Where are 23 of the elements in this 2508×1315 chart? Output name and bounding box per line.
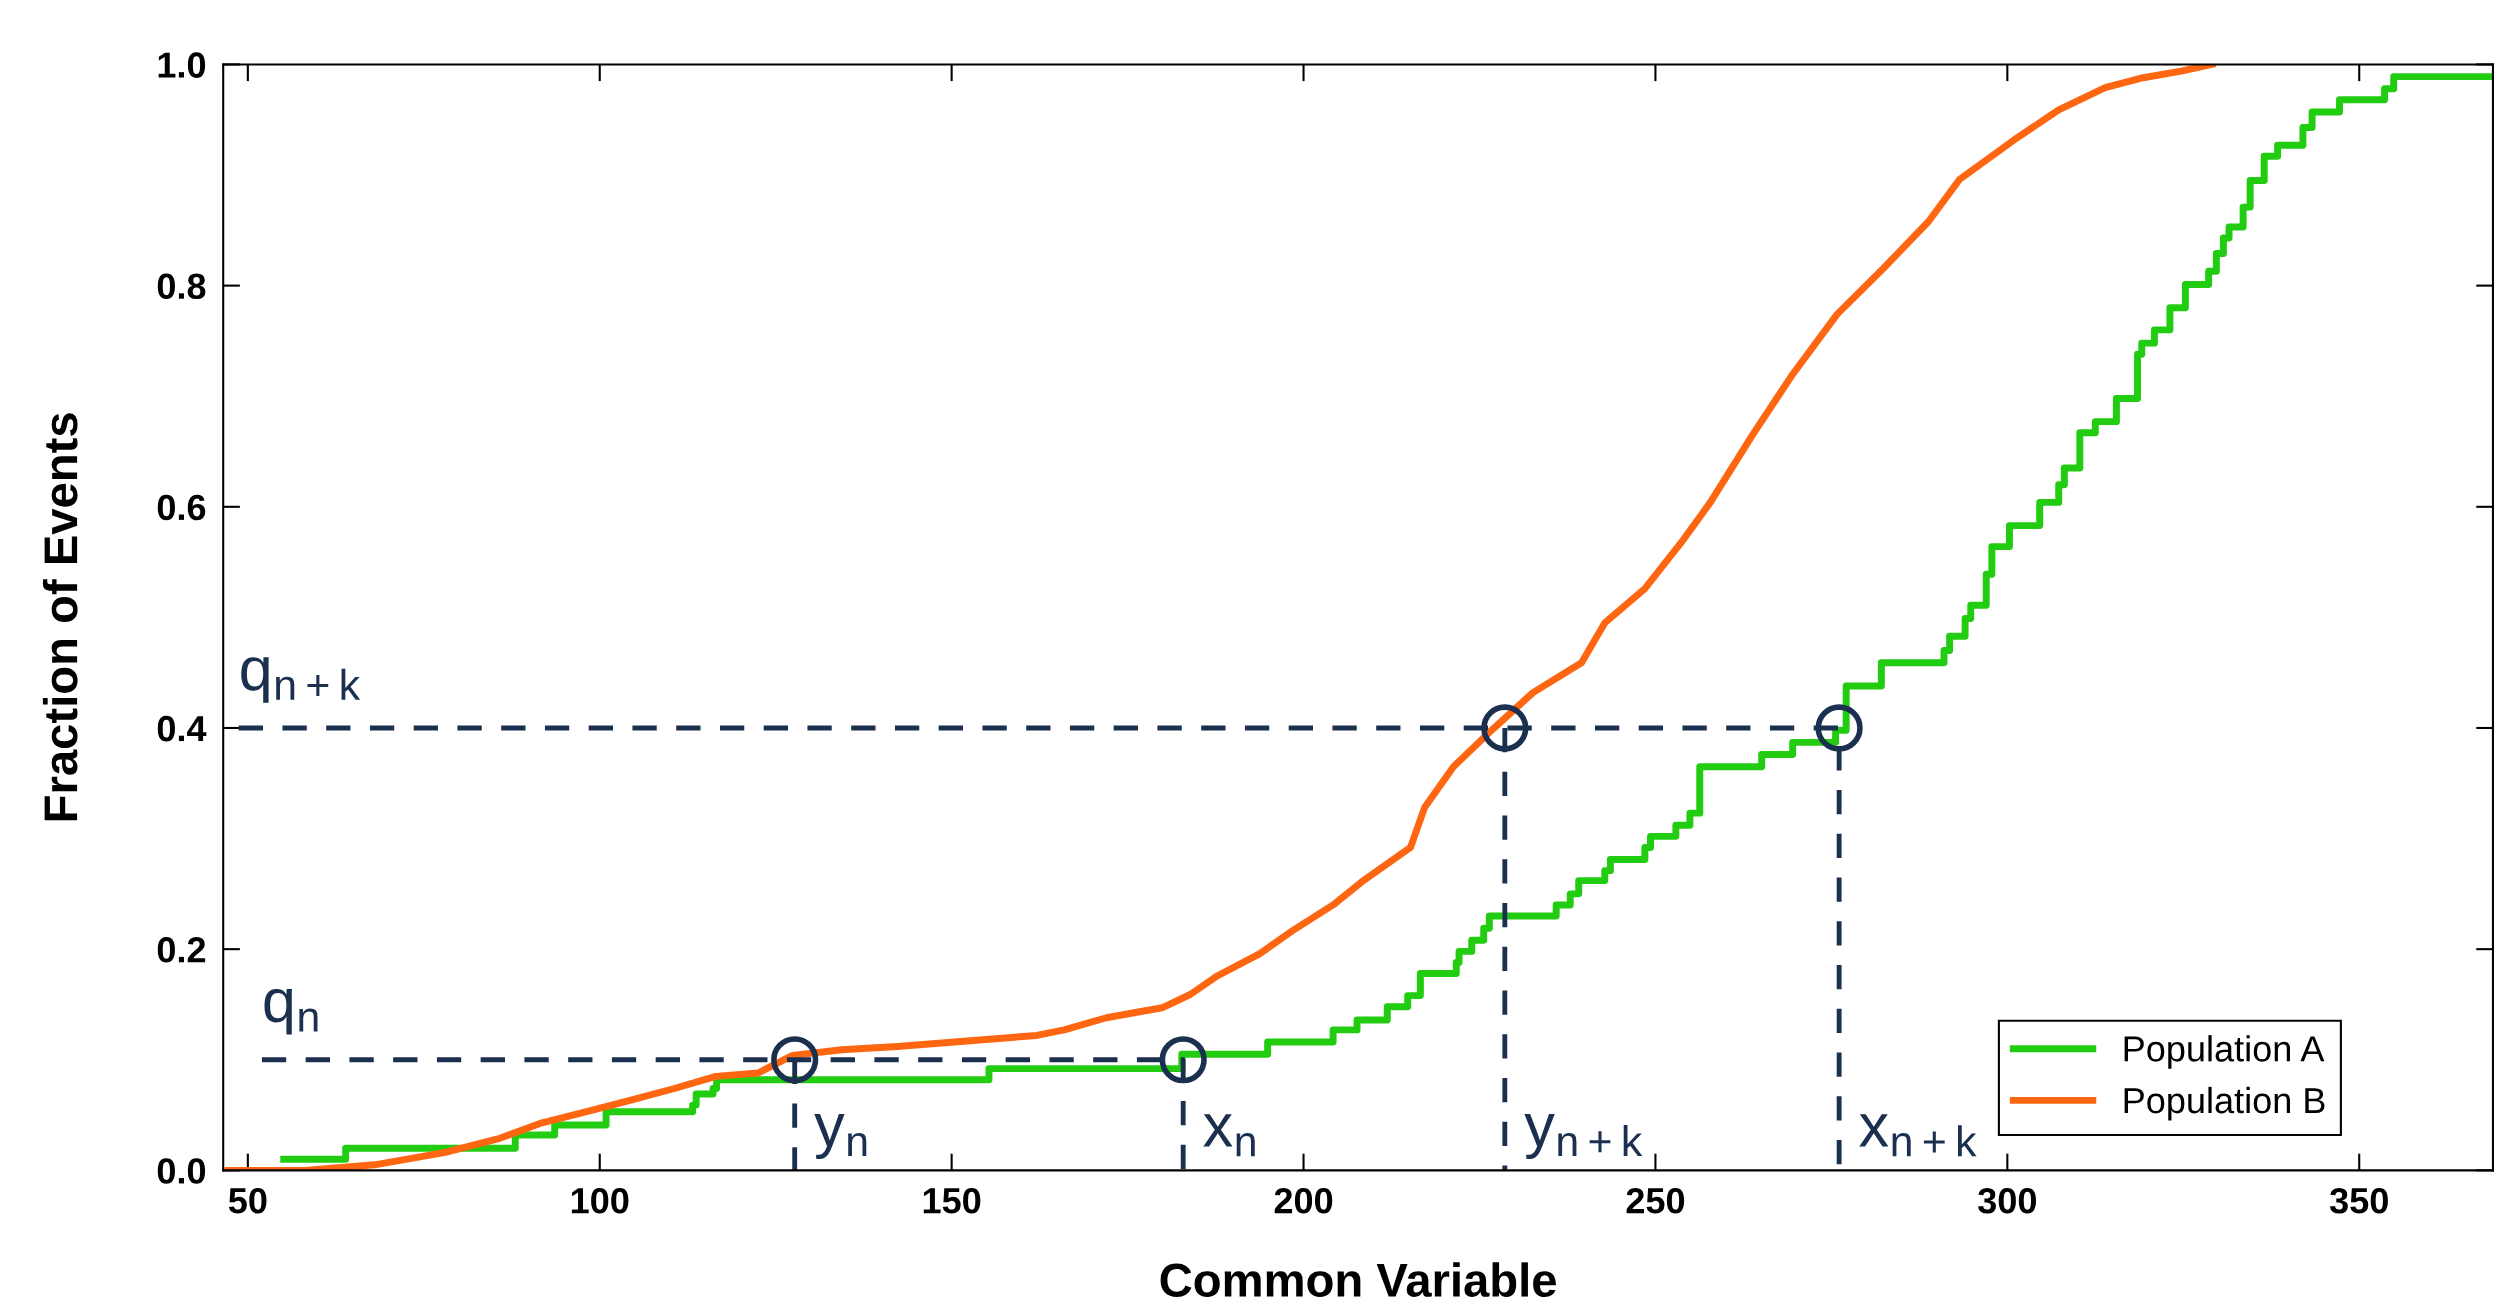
y-tick-label: 0.2: [157, 937, 206, 963]
y-tick-label: 1.0: [158, 52, 206, 78]
y-tick-label: 0.6: [157, 494, 206, 521]
x-tick-label: 50: [228, 1187, 267, 1214]
x-tick-label: 150: [923, 1187, 981, 1214]
y-tick-label: 0.8: [157, 273, 206, 300]
x-tick-label: 250: [1626, 1187, 1685, 1214]
annotation: q$_{n+k}$: [241, 657, 361, 703]
y-tick-label: 0.0: [157, 1158, 206, 1184]
legend-label: Population A: [2124, 1035, 2325, 1069]
legend-label: Population B: [2124, 1086, 2325, 1121]
x-tick-label: 350: [2329, 1187, 2388, 1214]
annotation: y$_{n+k}$: [1524, 1114, 1643, 1159]
x-tick-label: 300: [1978, 1187, 2036, 1214]
x-tick-label: 100: [571, 1187, 629, 1214]
annotation: q$_{n}$: [264, 988, 318, 1035]
annotation: x$_{n+k}$: [1859, 1114, 1977, 1157]
y-tick-label: 0.4: [157, 715, 207, 742]
x-tick-label: 200: [1274, 1187, 1333, 1214]
annotation: x$_{n}$: [1203, 1114, 1255, 1157]
y-axis-title: Fraction of Events: [42, 413, 78, 821]
x-axis-title: Common Variable: [1160, 1262, 1556, 1298]
annotation: y$_{n}$: [814, 1114, 867, 1159]
